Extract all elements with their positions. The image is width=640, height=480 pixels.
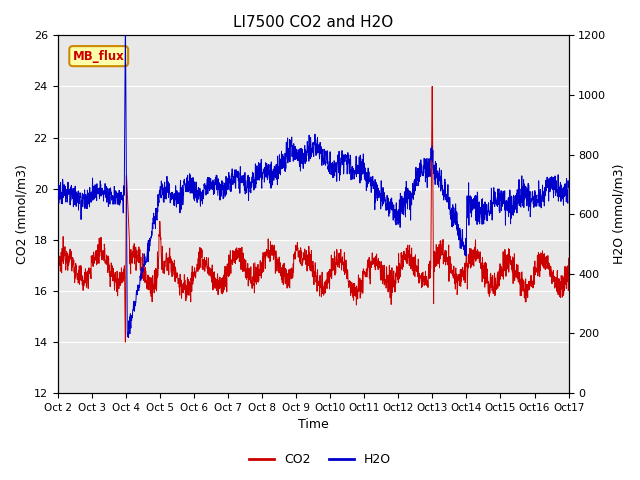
Title: LI7500 CO2 and H2O: LI7500 CO2 and H2O bbox=[233, 15, 393, 30]
Legend: CO2, H2O: CO2, H2O bbox=[244, 448, 396, 471]
Y-axis label: CO2 (mmol/m3): CO2 (mmol/m3) bbox=[15, 164, 28, 264]
Y-axis label: H2O (mmol/m3): H2O (mmol/m3) bbox=[612, 164, 625, 264]
Text: MB_flux: MB_flux bbox=[73, 49, 125, 63]
X-axis label: Time: Time bbox=[298, 419, 328, 432]
